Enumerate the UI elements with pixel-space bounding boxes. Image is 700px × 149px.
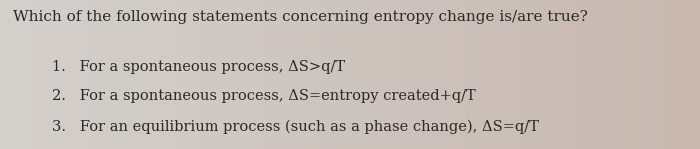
Text: 2.   For a spontaneous process, ΔS=entropy created+q/T: 2. For a spontaneous process, ΔS=entropy… xyxy=(52,89,476,103)
Text: 3.   For an equilibrium process (such as a phase change), ΔS=q/T: 3. For an equilibrium process (such as a… xyxy=(52,119,540,134)
Text: 1.   For a spontaneous process, ΔS>q/T: 1. For a spontaneous process, ΔS>q/T xyxy=(52,60,346,74)
Text: Which of the following statements concerning entropy change is/are true?: Which of the following statements concer… xyxy=(13,10,587,24)
